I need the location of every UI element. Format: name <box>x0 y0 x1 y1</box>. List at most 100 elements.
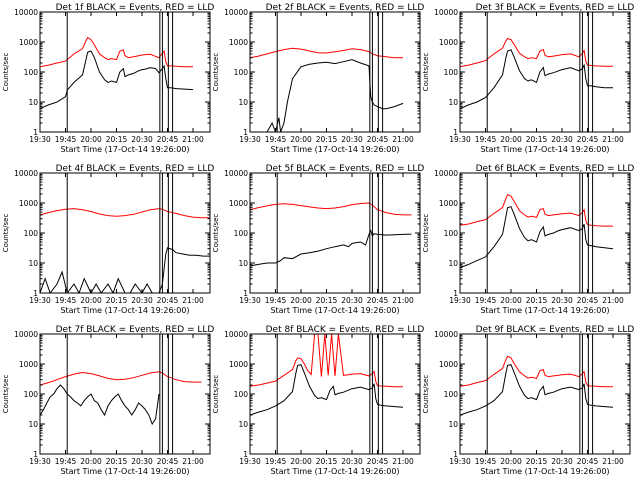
x-tick-label: 20:00 <box>80 135 102 144</box>
x-tick-label: 19:45 <box>265 457 287 466</box>
x-tick-label: 20:00 <box>290 457 312 466</box>
x-tick-label: 21:00 <box>392 296 414 305</box>
panel-title: Det 4f BLACK = Events, RED = LLD <box>56 164 215 174</box>
plot-frame <box>249 172 421 294</box>
y-tick-label: 100 <box>24 68 39 77</box>
plot-frame <box>459 11 631 133</box>
panel-8: Det 8f BLACK = Events, RED = LLD 19:30 19:… <box>212 325 424 476</box>
x-tick-label: 20:30 <box>341 296 363 305</box>
panel-5: Det 5f BLACK = Events, RED = LLD 19:30 19:… <box>212 164 424 315</box>
y-tick-label: 10000 <box>14 8 38 17</box>
y-tick-label: 1 <box>243 289 248 298</box>
y-tick-label: 1000 <box>19 360 38 369</box>
y-axis-label: Counts/sec <box>212 375 220 414</box>
x-tick-label: 20:15 <box>526 457 548 466</box>
panel-title: Det 3f BLACK = Events, RED = LLD <box>476 3 635 13</box>
y-tick-label: 100 <box>24 229 39 238</box>
x-axis-label: Start Time (17-Oct-14 19:26:00) <box>480 306 609 315</box>
x-tick-label: 19:45 <box>475 296 497 305</box>
panel-9: Det 9f BLACK = Events, RED = LLD 19:30 19:… <box>422 325 634 476</box>
x-tick-label: 20:00 <box>290 296 312 305</box>
x-tick-label: 20:00 <box>80 296 102 305</box>
y-tick-label: 1000 <box>19 38 38 47</box>
events-series-line <box>40 384 160 426</box>
y-tick-label: 1000 <box>229 360 248 369</box>
y-tick-label: 100 <box>444 68 459 77</box>
x-tick-label: 21:00 <box>602 457 624 466</box>
x-tick-label: 19:30 <box>449 135 471 144</box>
y-tick-label: 100 <box>234 390 249 399</box>
y-tick-label: 10 <box>238 98 248 107</box>
x-tick-label: 20:30 <box>341 457 363 466</box>
x-axis-label: Start Time (17-Oct-14 19:26:00) <box>60 467 189 476</box>
x-tick-label: 20:30 <box>551 457 573 466</box>
y-tick-label: 10000 <box>224 169 248 178</box>
y-tick-label: 10000 <box>434 169 458 178</box>
y-tick-label: 1000 <box>19 199 38 208</box>
panel-3: Det 3f BLACK = Events, RED = LLD 19:30 19:… <box>422 3 634 154</box>
y-axis-label: Counts/sec <box>212 214 220 253</box>
lld-series-line <box>40 208 210 219</box>
y-tick-label: 10000 <box>434 8 458 17</box>
y-axis-label: Counts/sec <box>422 214 430 253</box>
x-tick-label: 19:30 <box>29 296 51 305</box>
x-tick-label: 19:30 <box>239 457 261 466</box>
y-axis-label: Counts/sec <box>212 53 220 92</box>
y-tick-label: 10000 <box>434 330 458 339</box>
lld-series-line <box>40 371 202 386</box>
x-tick-label: 20:15 <box>106 457 128 466</box>
x-tick-label: 20:45 <box>367 135 389 144</box>
x-tick-label: 20:00 <box>500 135 522 144</box>
lld-series-line <box>40 36 193 68</box>
plot-frame <box>39 172 211 294</box>
y-tick-label: 10 <box>448 420 458 429</box>
x-tick-label: 20:45 <box>157 296 179 305</box>
plot-frame <box>39 333 211 455</box>
events-series-line <box>250 364 404 416</box>
y-tick-label: 10 <box>238 420 248 429</box>
x-tick-label: 20:00 <box>500 457 522 466</box>
panel-title: Det 7f BLACK = Events, RED = LLD <box>56 325 215 335</box>
y-tick-label: 1 <box>33 289 38 298</box>
x-tick-label: 19:45 <box>55 296 77 305</box>
events-series-line <box>40 50 194 110</box>
x-axis-label: Start Time (17-Oct-14 19:26:00) <box>270 467 399 476</box>
lld-series-line <box>460 355 613 388</box>
y-tick-label: 1 <box>453 450 458 459</box>
y-tick-label: 1000 <box>229 38 248 47</box>
x-tick-label: 20:45 <box>577 135 599 144</box>
x-tick-label: 19:45 <box>55 135 77 144</box>
panel-1: Det 1f BLACK = Events, RED = LLD 19:30 19:… <box>2 3 214 154</box>
x-tick-label: 19:45 <box>475 135 497 144</box>
x-tick-label: 19:30 <box>449 457 471 466</box>
y-tick-label: 1000 <box>229 199 248 208</box>
x-tick-label: 20:30 <box>341 135 363 144</box>
x-tick-label: 19:45 <box>265 135 287 144</box>
x-tick-label: 20:45 <box>157 457 179 466</box>
lld-series-line <box>460 38 613 68</box>
events-series-line <box>40 247 210 293</box>
y-tick-label: 100 <box>24 390 39 399</box>
y-tick-label: 1000 <box>439 199 458 208</box>
x-tick-label: 21:00 <box>392 135 414 144</box>
x-axis-label: Start Time (17-Oct-14 19:26:00) <box>270 145 399 154</box>
y-tick-label: 1000 <box>439 360 458 369</box>
y-axis-label: Counts/sec <box>422 53 430 92</box>
x-tick-label: 21:00 <box>182 457 204 466</box>
events-series-line <box>250 229 412 267</box>
x-tick-label: 20:15 <box>316 296 338 305</box>
y-tick-label: 100 <box>444 229 459 238</box>
y-tick-label: 10000 <box>224 330 248 339</box>
y-axis-label: Counts/sec <box>422 375 430 414</box>
x-tick-label: 20:15 <box>526 296 548 305</box>
plot-frame <box>249 11 421 133</box>
lld-series-line <box>460 193 613 227</box>
panel-7: Det 7f BLACK = Events, RED = LLD 19:30 19:… <box>2 325 214 476</box>
x-tick-label: 20:45 <box>367 296 389 305</box>
x-tick-label: 19:30 <box>239 135 261 144</box>
y-tick-label: 10000 <box>224 8 248 17</box>
x-tick-label: 20:00 <box>500 296 522 305</box>
x-tick-label: 19:30 <box>29 135 51 144</box>
